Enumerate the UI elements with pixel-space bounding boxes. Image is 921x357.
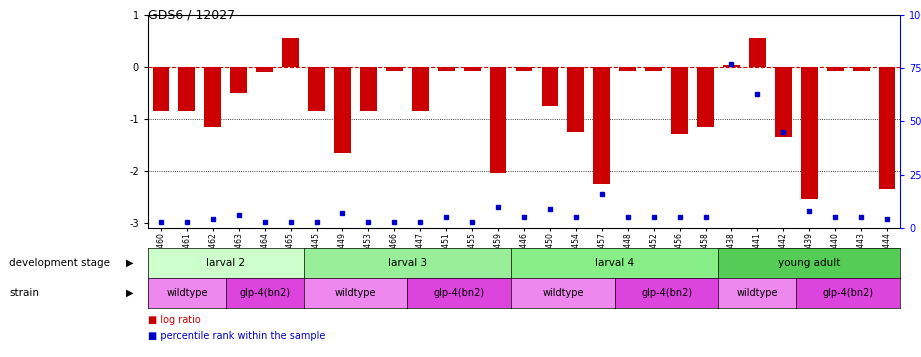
Bar: [697, 67, 714, 127]
Bar: [204, 67, 221, 127]
Bar: [309, 67, 325, 111]
Text: young adult: young adult: [778, 258, 841, 268]
Bar: [619, 67, 636, 71]
Bar: [646, 67, 662, 71]
Text: ■ log ratio: ■ log ratio: [148, 315, 201, 325]
Bar: [412, 67, 428, 111]
Text: wildtype: wildtype: [737, 288, 778, 298]
Bar: [360, 67, 377, 111]
Bar: [256, 67, 274, 72]
Text: ■ percentile rank within the sample: ■ percentile rank within the sample: [148, 331, 325, 341]
Text: ▶: ▶: [126, 258, 134, 268]
Bar: [542, 67, 558, 106]
Text: GDS6 / 12027: GDS6 / 12027: [148, 8, 235, 21]
Text: development stage: development stage: [9, 258, 111, 268]
Bar: [775, 67, 792, 137]
Bar: [490, 67, 507, 174]
Bar: [671, 67, 688, 135]
Bar: [516, 67, 532, 71]
Text: larval 3: larval 3: [388, 258, 426, 268]
Bar: [334, 67, 351, 153]
Text: wildtype: wildtype: [334, 288, 376, 298]
Text: glp-4(bn2): glp-4(bn2): [239, 288, 290, 298]
Bar: [593, 67, 611, 184]
Bar: [723, 65, 740, 67]
Text: ▶: ▶: [126, 288, 134, 298]
Text: glp-4(bn2): glp-4(bn2): [641, 288, 693, 298]
Bar: [386, 67, 402, 71]
Bar: [827, 67, 844, 71]
Bar: [801, 67, 818, 200]
Bar: [749, 39, 765, 67]
Bar: [879, 67, 895, 189]
Bar: [282, 39, 299, 67]
Text: glp-4(bn2): glp-4(bn2): [434, 288, 484, 298]
Text: wildtype: wildtype: [542, 288, 584, 298]
Text: strain: strain: [9, 288, 40, 298]
Bar: [153, 67, 169, 111]
Text: wildtype: wildtype: [166, 288, 207, 298]
Text: larval 2: larval 2: [206, 258, 245, 268]
Bar: [463, 67, 481, 71]
Text: larval 4: larval 4: [595, 258, 635, 268]
Text: glp-4(bn2): glp-4(bn2): [822, 288, 874, 298]
Bar: [853, 67, 869, 71]
Bar: [437, 67, 455, 71]
Bar: [179, 67, 195, 111]
Bar: [567, 67, 584, 132]
Bar: [230, 67, 247, 93]
